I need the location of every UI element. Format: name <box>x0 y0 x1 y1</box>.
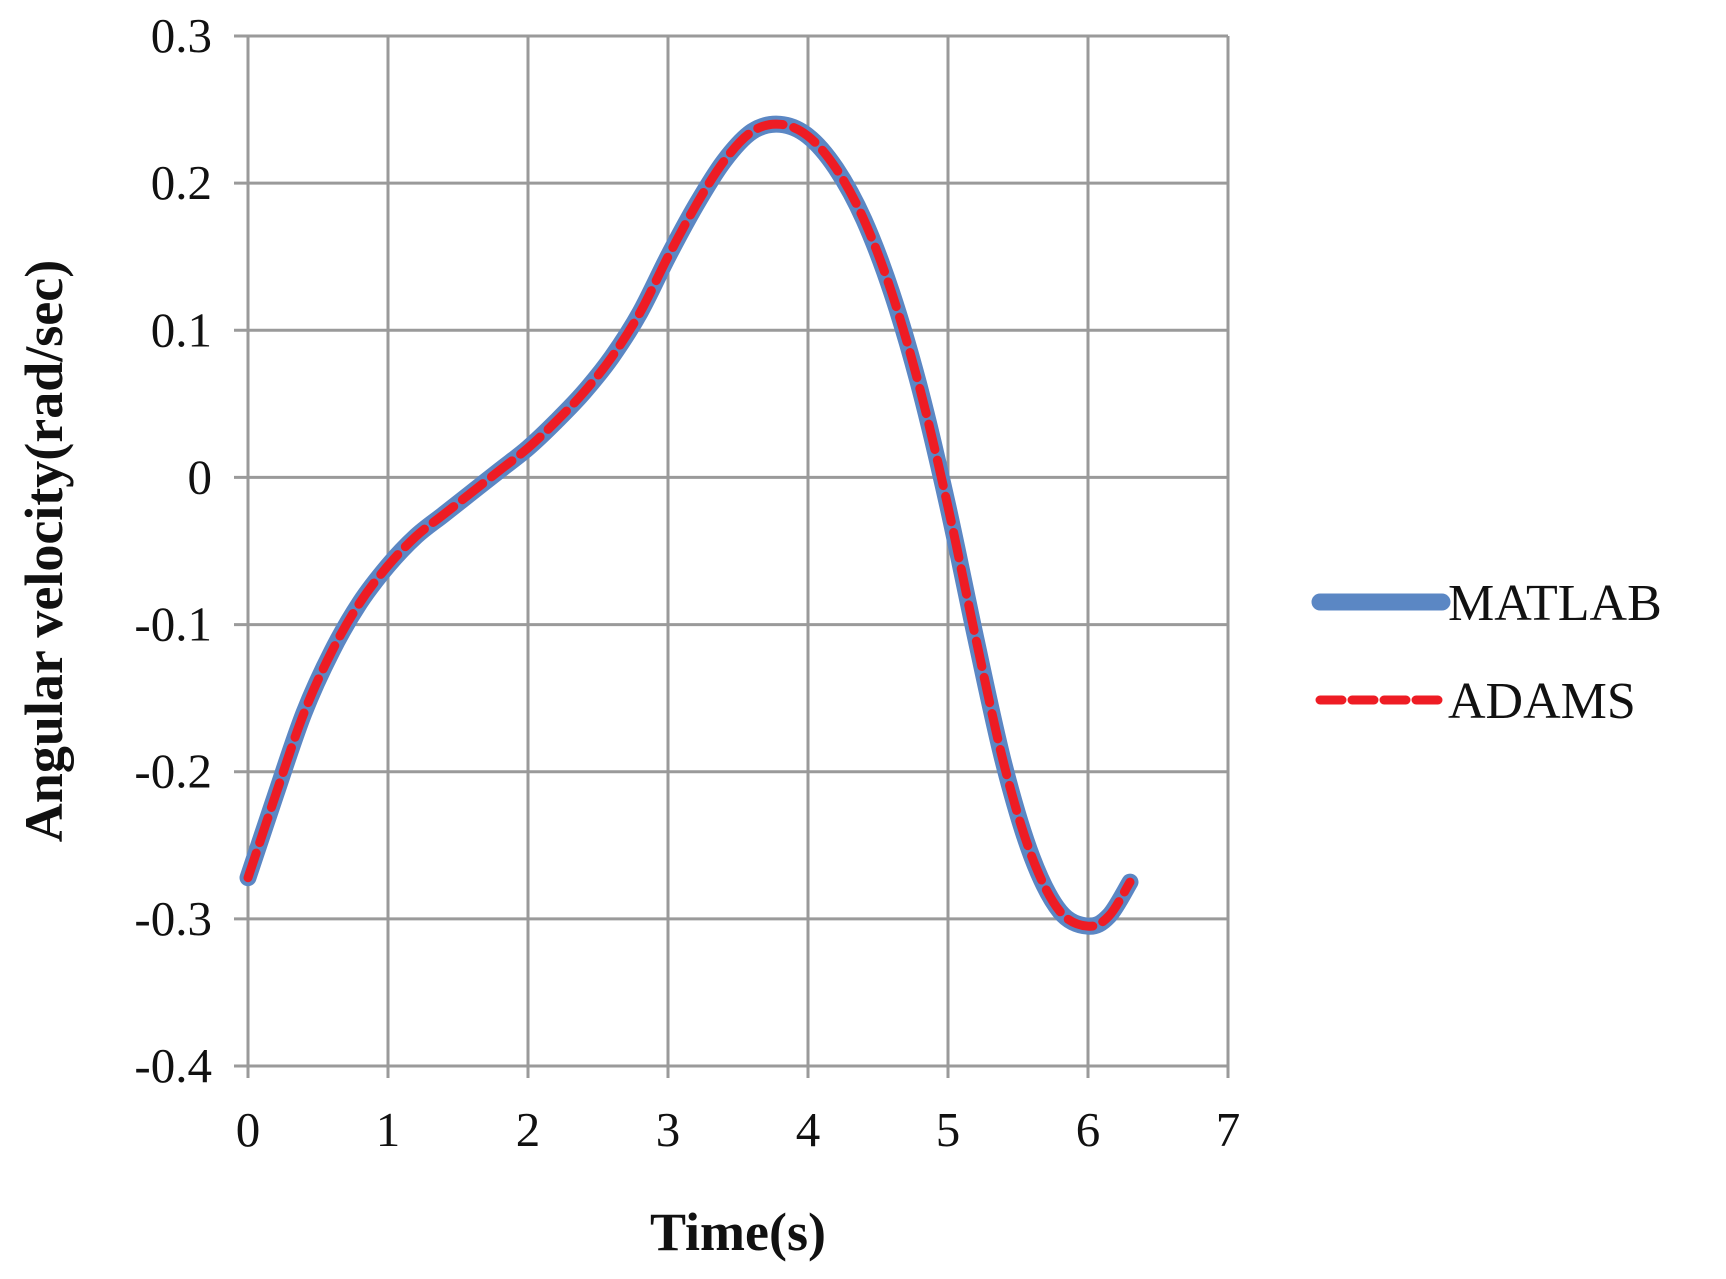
legend-label-matlab: MATLAB <box>1448 575 1662 632</box>
y-tick-label: -0.2 <box>134 744 212 799</box>
y-axis-title: Angular velocity(rad/sec) <box>14 260 74 842</box>
x-tick-label: 1 <box>376 1102 401 1157</box>
x-tick-label: 6 <box>1076 1102 1101 1157</box>
x-tick-label: 5 <box>936 1102 961 1157</box>
x-tick-labels: 0 1 2 3 4 5 6 7 <box>236 1102 1241 1157</box>
y-tick-label: -0.3 <box>134 891 212 946</box>
legend: MATLAB ADAMS <box>1311 575 1662 730</box>
y-tick-labels: 0.3 0.2 0.1 0 -0.1 -0.2 -0.3 -0.4 <box>134 8 212 1093</box>
series-layer <box>239 115 1139 935</box>
y-tick-label: 0.3 <box>151 8 212 63</box>
y-tick-label: 0.2 <box>151 155 212 210</box>
x-tick-label: 4 <box>796 1102 821 1157</box>
x-tick-label: 7 <box>1216 1102 1241 1157</box>
y-tick-label: -0.4 <box>134 1038 212 1093</box>
x-axis-title: Time(s) <box>650 1202 826 1262</box>
legend-label-adams: ADAMS <box>1448 673 1636 730</box>
y-tick-label: -0.1 <box>134 597 212 652</box>
series-line-adams <box>243 119 1135 931</box>
x-tick-label: 3 <box>656 1102 681 1157</box>
grid <box>234 34 1230 1078</box>
x-tick-label: 2 <box>516 1102 541 1157</box>
x-tick-label: 0 <box>236 1102 261 1157</box>
y-tick-label: 0.1 <box>151 302 212 357</box>
y-tick-label: 0 <box>188 449 213 504</box>
